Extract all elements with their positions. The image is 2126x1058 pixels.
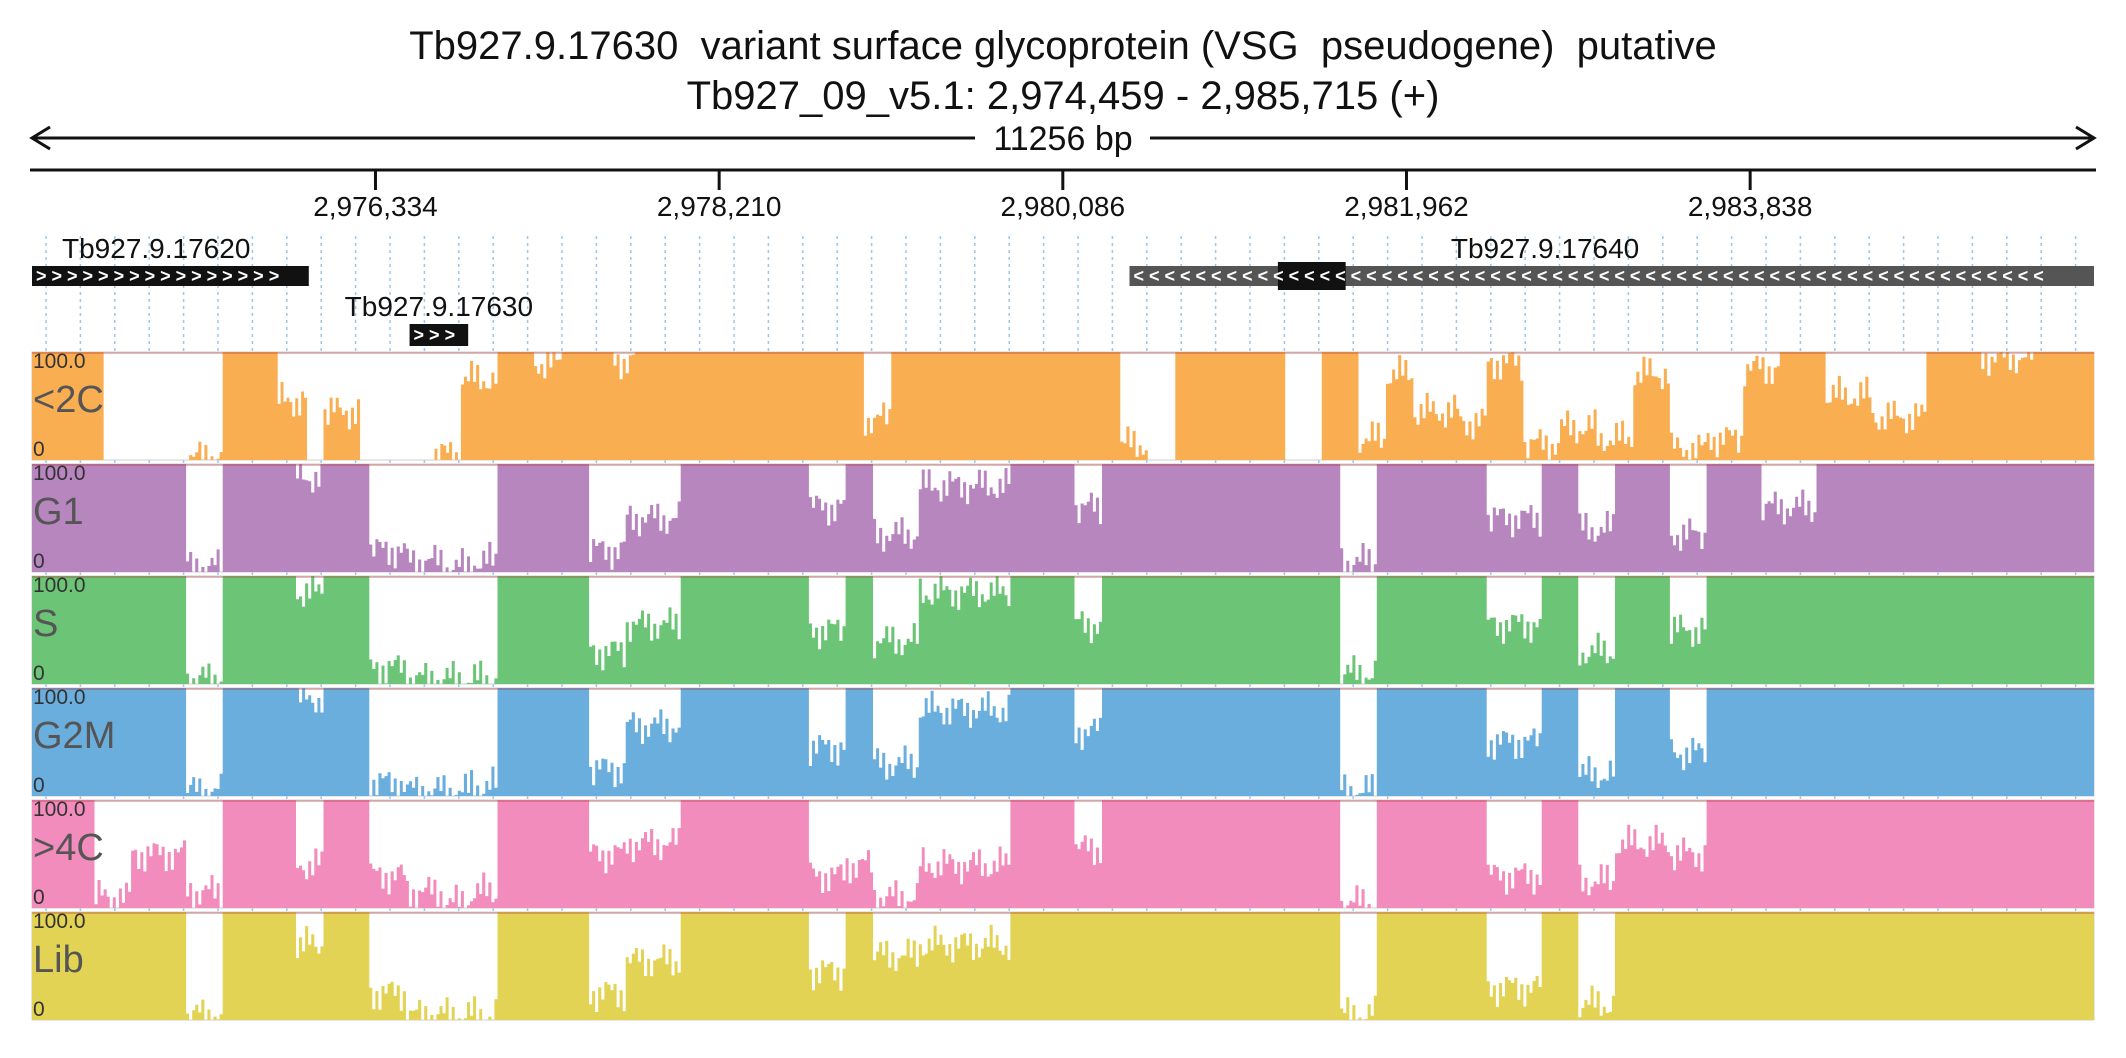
gene-label: Tb927.9.17620 xyxy=(62,233,250,264)
y-min-label: 0 xyxy=(33,998,45,1021)
tick-label: 2,981,962 xyxy=(1344,191,1469,222)
strand-forward-icon: > > > > > > > > > > > > > > > > xyxy=(36,266,279,286)
gene-label: Tb927.9.17630 xyxy=(345,291,533,322)
track-name-label: >4C xyxy=(33,827,104,869)
chart-title: Tb927.9.17630 variant surface glycoprote… xyxy=(409,24,1717,68)
coverage-area xyxy=(32,352,2094,460)
tick-label: 2,976,334 xyxy=(313,191,438,222)
track-name-label: G1 xyxy=(33,491,84,533)
track-name-label: S xyxy=(33,603,58,645)
gene-label: Tb927.9.17640 xyxy=(1451,233,1639,264)
gene-body xyxy=(1129,266,2094,286)
gene-body xyxy=(32,266,309,286)
chart-subtitle: Tb927_09_v5.1: 2,974,459 - 2,985,715 (+) xyxy=(686,74,1440,118)
coverage-area xyxy=(32,688,2094,796)
strand-forward-icon: > > > xyxy=(414,325,456,345)
tick-label: 2,983,838 xyxy=(1688,191,1813,222)
coverage-track: 100.0 G1 0 xyxy=(31,462,2095,573)
y-max-label: 100.0 xyxy=(33,350,86,373)
coverage-track: 100.0 <2C 0 xyxy=(31,350,2095,461)
gene-track: > > > > > > > > > > > > > > > >Tb927.9.1… xyxy=(32,233,2094,346)
y-max-label: 100.0 xyxy=(33,462,86,485)
coverage-area xyxy=(32,912,2094,1020)
y-max-label: 100.0 xyxy=(33,798,86,821)
length-label: 11256 bp xyxy=(993,120,1132,158)
strand-reverse-icon: < < < < < < < < < < < < < < < < < < < < … xyxy=(1133,266,2043,286)
coverage-track: 100.0 S 0 xyxy=(31,574,2095,685)
y-min-label: 0 xyxy=(33,438,45,461)
gene-cds-block xyxy=(1277,262,1346,290)
arrow-left-icon xyxy=(29,125,51,151)
gene-feature[interactable]: > > > > > > > > > > > > > > > >Tb927.9.1… xyxy=(32,233,309,286)
track-name-label: G2M xyxy=(33,715,115,757)
y-max-label: 100.0 xyxy=(33,910,86,933)
track-name-label: <2C xyxy=(33,379,104,421)
tick-label: 2,978,210 xyxy=(657,191,782,222)
y-max-label: 100.0 xyxy=(33,686,86,709)
y-min-label: 0 xyxy=(33,662,45,685)
coordinate-ticks: 2,976,334 2,978,210 2,980,086 2,981,962 2,98… xyxy=(313,170,1812,222)
gene-feature[interactable]: < < < < < < < < < < < < < < < < < < < < … xyxy=(1129,233,2094,290)
gene-feature[interactable]: > > > Tb927.9.17630 xyxy=(345,291,533,346)
length-ruler: 11256 bp xyxy=(29,120,2097,172)
coverage-track: 100.0 Lib 0 xyxy=(31,910,2095,1021)
coverage-area xyxy=(32,576,2094,684)
gene-body xyxy=(409,324,469,346)
y-min-label: 0 xyxy=(33,886,45,909)
coverage-track: 100.0 G2M 0 xyxy=(31,686,2095,797)
coverage-area xyxy=(32,800,2094,908)
y-min-label: 0 xyxy=(33,774,45,797)
arrow-right-icon xyxy=(2075,125,2097,151)
coverage-tracks: 100.0<2C0100.0G10100.0S0100.0G2M0100.0>4… xyxy=(31,350,2095,1021)
tick-label: 2,980,086 xyxy=(1001,191,1126,222)
y-min-label: 0 xyxy=(33,550,45,573)
track-name-label: Lib xyxy=(33,939,84,981)
y-max-label: 100.0 xyxy=(33,574,86,597)
coverage-area xyxy=(32,464,2094,572)
coverage-track: 100.0 >4C 0 xyxy=(31,798,2095,909)
